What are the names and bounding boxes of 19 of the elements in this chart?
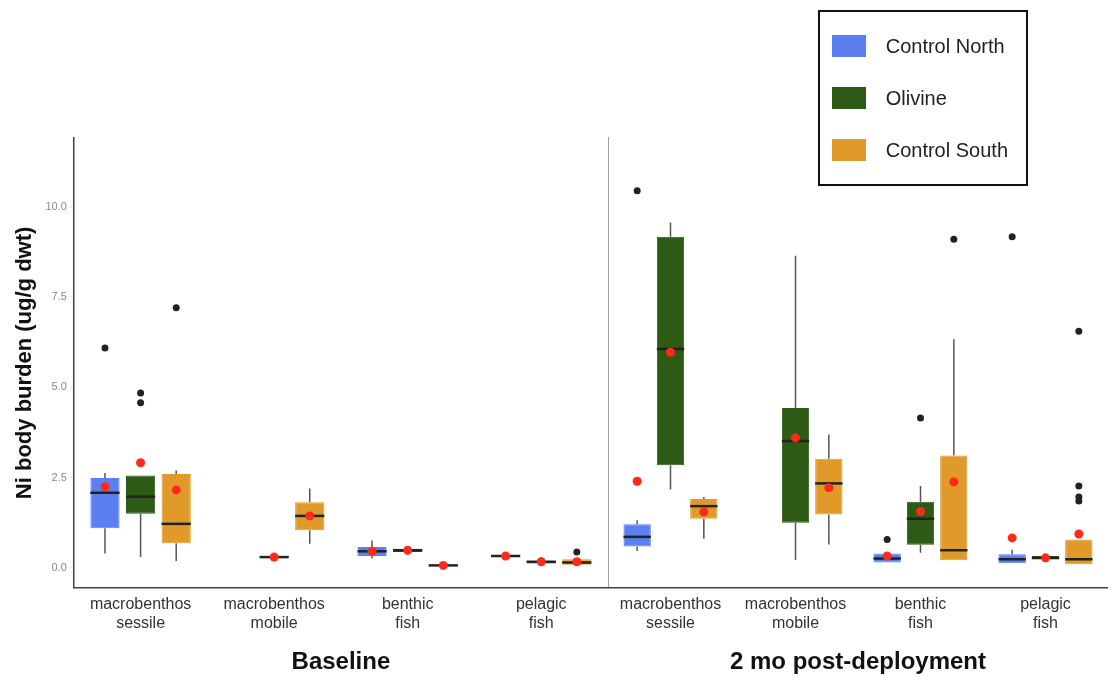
legend-label: Control North [885, 34, 1005, 58]
x-tick-label: macrobenthos sessile [89, 594, 192, 632]
y-tick-label: 7.5 [51, 290, 67, 302]
y-axis-title: Ni body burden (ug/g dwt) [11, 226, 37, 500]
legend-label: Olivine [885, 86, 947, 110]
x-axis-title: Baseline [291, 647, 391, 675]
x-tick-label: macrobenthos sessile [619, 594, 722, 632]
x-tick-label: pelagic fish [515, 594, 567, 632]
y-tick-label: 5.0 [51, 380, 67, 393]
x-axis-title: 2 mo post-deployment [729, 647, 987, 675]
x-tick-label: pelagic fish [1020, 594, 1071, 632]
x-tick-label: macrobenthos mobile [223, 594, 325, 632]
x-tick-label: benthic fish [894, 594, 947, 632]
y-tick-label: 10.0 [45, 199, 67, 212]
legend-label: Control South [885, 138, 1008, 162]
x-tick-label: macrobenthos mobile [744, 594, 847, 632]
x-tick-label: benthic fish [381, 594, 434, 632]
y-tick-label: 0.0 [51, 560, 67, 573]
y-tick-label: 2.5 [51, 470, 67, 483]
